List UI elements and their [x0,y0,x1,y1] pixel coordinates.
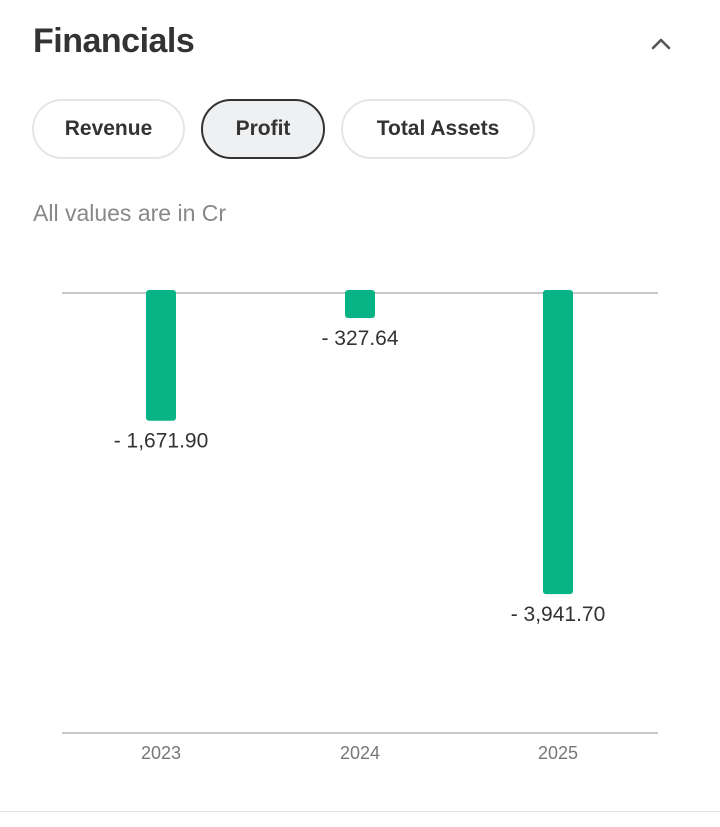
bar-2025 [543,290,573,595]
data-label-2024: - 327.64 [321,327,398,350]
data-label-2025: - 3,941.70 [511,603,606,626]
data-label-2023: - 1,671.90 [114,430,209,453]
bar-2024 [345,290,375,319]
tab-total-assets[interactable]: Total Assets [341,99,535,159]
x-tick-label-2025: 2025 [538,743,578,763]
x-tick-label-2024: 2024 [340,743,380,763]
metric-tabs: Revenue Profit Total Assets [32,99,535,159]
units-note: All values are in Cr [33,200,227,226]
x-tick-label-2023: 2023 [141,743,181,763]
chevron-up-icon[interactable] [648,32,674,54]
bottom-divider [0,811,720,812]
tab-profit[interactable]: Profit [201,99,325,159]
bar-2023 [146,290,176,421]
section-title: Financials [33,22,195,60]
tab-revenue[interactable]: Revenue [32,99,185,159]
